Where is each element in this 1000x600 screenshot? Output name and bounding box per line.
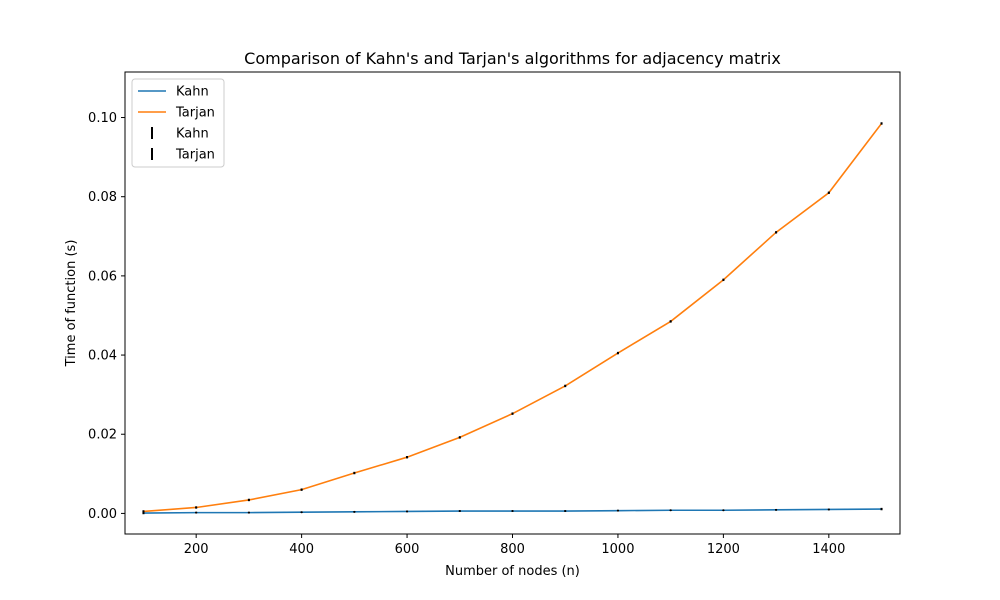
y-tick-label: 0.08 <box>88 190 117 205</box>
data-point-tarjan <box>247 498 250 501</box>
legend-item-kahn-errorbar: Kahn <box>151 127 209 142</box>
legend-label: Tarjan <box>175 148 215 163</box>
legend-label: Tarjan <box>175 106 215 121</box>
data-point-kahn <box>353 510 356 513</box>
x-tick-label: 600 <box>395 542 420 557</box>
legend-box <box>131 78 225 168</box>
data-point-tarjan <box>669 320 672 323</box>
data-point-tarjan <box>564 384 567 387</box>
data-point-kahn <box>511 510 514 513</box>
data-point-kahn <box>827 508 830 511</box>
y-tick-label: 0.04 <box>88 349 117 364</box>
data-point-tarjan <box>616 352 619 355</box>
x-tick-label: 1000 <box>601 542 634 557</box>
legend-item-tarjan-line: Tarjan <box>138 106 215 121</box>
data-point-kahn <box>616 509 619 512</box>
legend-label: Kahn <box>176 85 209 100</box>
y-tick-label: 0.10 <box>88 111 117 126</box>
data-point-tarjan <box>827 191 830 194</box>
y-axis-label: Time of function (s) <box>64 240 79 368</box>
data-point-kahn <box>300 511 303 514</box>
plot-area <box>125 72 900 534</box>
x-axis-ticks: 200 400 600 800 1000 1200 1400 <box>184 534 845 557</box>
errorbar-layer <box>142 122 883 515</box>
data-point-tarjan <box>880 122 883 125</box>
data-point-kahn <box>564 510 567 513</box>
data-point-tarjan <box>195 506 198 509</box>
chart-title: Comparison of Kahn's and Tarjan's algori… <box>244 49 781 68</box>
data-point-tarjan <box>775 231 778 234</box>
y-tick-label: 0.00 <box>88 507 117 522</box>
data-point-kahn <box>406 510 409 513</box>
data-point-tarjan <box>353 472 356 475</box>
data-point-kahn <box>458 510 461 513</box>
data-point-kahn <box>669 509 672 512</box>
data-point-kahn <box>722 509 725 512</box>
y-tick-label: 0.06 <box>88 269 117 284</box>
x-tick-label: 800 <box>500 542 525 557</box>
legend-item-tarjan-errorbar: Tarjan <box>151 148 215 163</box>
data-point-tarjan <box>300 488 303 491</box>
x-tick-label: 1400 <box>812 542 845 557</box>
data-point-kahn <box>247 511 250 514</box>
y-axis-ticks: 0.00 0.02 0.04 0.06 0.08 0.10 <box>88 111 125 522</box>
data-point-tarjan <box>458 436 461 439</box>
x-tick-label: 400 <box>289 542 314 557</box>
data-point-tarjan <box>142 510 145 513</box>
x-tick-label: 1200 <box>707 542 740 557</box>
data-point-tarjan <box>406 456 409 459</box>
legend-label: Kahn <box>176 127 209 142</box>
data-point-kahn <box>880 508 883 511</box>
data-point-kahn <box>775 508 778 511</box>
y-tick-label: 0.02 <box>88 428 117 443</box>
data-point-kahn <box>195 511 198 514</box>
data-point-tarjan <box>722 278 725 281</box>
legend: Kahn Tarjan Kahn Tarjan <box>131 78 225 168</box>
x-tick-label: 200 <box>184 542 209 557</box>
legend-item-kahn-line: Kahn <box>138 85 209 100</box>
x-axis-label: Number of nodes (n) <box>445 564 580 579</box>
data-point-tarjan <box>511 412 514 415</box>
